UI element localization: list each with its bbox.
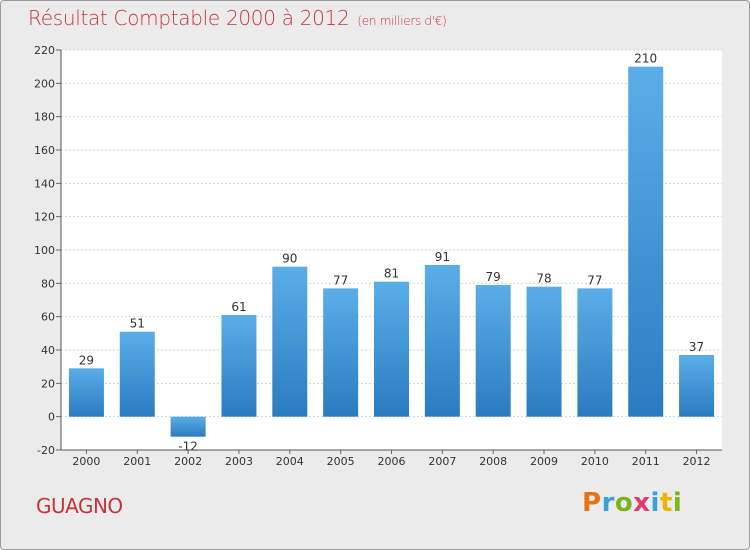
data-label-2008: 79: [486, 270, 501, 284]
proxiti-logo[interactable]: Proxiti: [582, 488, 682, 518]
chart-title: Résultat Comptable 2000 à 2012 (en millie…: [28, 6, 447, 30]
data-label-2004: 90: [282, 252, 297, 266]
y-tick-label: 100: [34, 244, 55, 257]
x-tick-label: 2012: [683, 455, 711, 468]
x-tick-label: 2008: [479, 455, 507, 468]
logo-letter: i: [672, 488, 683, 518]
x-tick-label: 2000: [72, 455, 100, 468]
x-tick-label: 2003: [225, 455, 253, 468]
data-label-2005: 77: [333, 273, 348, 287]
x-tick-label: 2004: [276, 455, 304, 468]
y-tick-label: 180: [34, 111, 55, 124]
y-tick-label: 220: [34, 44, 55, 57]
data-label-2003: 61: [231, 300, 246, 314]
x-tick-label: 2011: [632, 455, 660, 468]
x-tick-label: 2006: [378, 455, 406, 468]
data-label-2002: -12: [178, 440, 198, 454]
logo-letter: x: [633, 488, 651, 518]
data-label-2010: 77: [587, 273, 602, 287]
x-tick-label: 2007: [428, 455, 456, 468]
bar-2003: [221, 315, 257, 417]
data-label-2009: 78: [536, 272, 551, 286]
data-label-2011: 210: [634, 52, 657, 66]
x-tick-label: 2005: [327, 455, 355, 468]
bar-2005: [323, 288, 359, 417]
bar-2012: [679, 355, 715, 417]
bar-2006: [374, 281, 409, 417]
data-label-2012: 37: [689, 340, 704, 354]
logo-letter: r: [601, 488, 615, 518]
y-tick-label: 200: [34, 77, 55, 90]
y-tick-label: 120: [34, 211, 55, 224]
y-tick-label: 20: [41, 377, 55, 390]
logo-letter: t: [659, 488, 673, 518]
bar-2010: [577, 288, 613, 417]
commune-name: GUAGNO: [36, 494, 123, 518]
data-label-2007: 91: [435, 250, 450, 264]
chart-subtitle: (en milliers d'€): [357, 14, 447, 28]
x-tick-label: 2009: [530, 455, 558, 468]
chart-title-text: Résultat Comptable 2000 à 2012: [28, 6, 350, 30]
x-tick-label: 2001: [123, 455, 151, 468]
bar-2011: [628, 66, 664, 417]
y-tick-label: 60: [41, 311, 55, 324]
bar-2008: [475, 285, 511, 417]
data-label-2006: 81: [384, 267, 399, 281]
y-tick-label: 140: [34, 177, 55, 190]
bar-2009: [526, 286, 562, 417]
data-label-2000: 29: [79, 353, 94, 367]
y-tick-label: 80: [41, 277, 55, 290]
logo-letter: o: [614, 488, 634, 518]
y-tick-label: -20: [37, 444, 55, 457]
bar-2002: [170, 416, 206, 437]
y-tick-label: 160: [34, 144, 55, 157]
y-tick-label: 40: [41, 344, 55, 357]
bar-2001: [119, 331, 155, 417]
logo-letter: P: [582, 488, 602, 518]
bar-2000: [68, 368, 104, 417]
data-label-2001: 51: [130, 317, 145, 331]
bar-2004: [272, 266, 308, 417]
x-tick-label: 2010: [581, 455, 609, 468]
logo-letter: i: [650, 488, 660, 518]
bar-2007: [424, 265, 460, 417]
x-tick-label: 2002: [174, 455, 202, 468]
y-tick-label: 0: [48, 411, 55, 424]
